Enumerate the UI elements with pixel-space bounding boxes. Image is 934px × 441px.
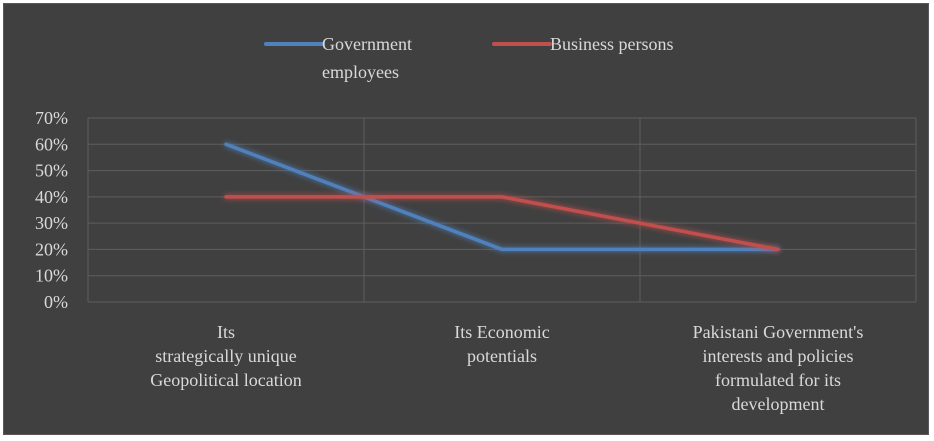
gridlines	[88, 118, 916, 302]
y-tick-label: 70%	[35, 108, 68, 128]
x-category-label: potentials	[467, 346, 537, 366]
x-category-label: development	[732, 394, 825, 414]
x-category-label: Geopolitical location	[150, 370, 301, 390]
x-category-label: interests and policies	[703, 346, 854, 366]
legend-label: Business persons	[550, 34, 674, 54]
line-chart: Government employees Business persons 0% 10…	[4, 4, 930, 436]
y-tick-label: 30%	[35, 213, 68, 233]
legend: Government employees Business persons	[266, 34, 674, 82]
y-tick-label: 20%	[35, 239, 68, 259]
x-category-label: formulated for its	[715, 370, 841, 390]
x-category-label: Pakistani Government's	[693, 322, 864, 342]
chart-frame: Government employees Business persons 0% 10…	[3, 3, 929, 435]
legend-label: employees	[322, 62, 399, 82]
x-category-label: Its	[217, 322, 235, 342]
y-axis-tick-labels: 0% 10% 20% 30% 40% 50% 60% 70%	[35, 108, 68, 312]
x-axis-category-labels: Its strategically unique Geopolitical loca…	[150, 322, 863, 414]
y-tick-label: 0%	[44, 292, 68, 312]
legend-label: Government	[322, 34, 412, 54]
y-tick-label: 50%	[35, 161, 68, 181]
y-tick-label: 10%	[35, 266, 68, 286]
x-category-label: strategically unique	[155, 346, 296, 366]
y-tick-label: 60%	[35, 134, 68, 154]
x-category-label: Its Economic	[454, 322, 549, 342]
y-tick-label: 40%	[35, 187, 68, 207]
